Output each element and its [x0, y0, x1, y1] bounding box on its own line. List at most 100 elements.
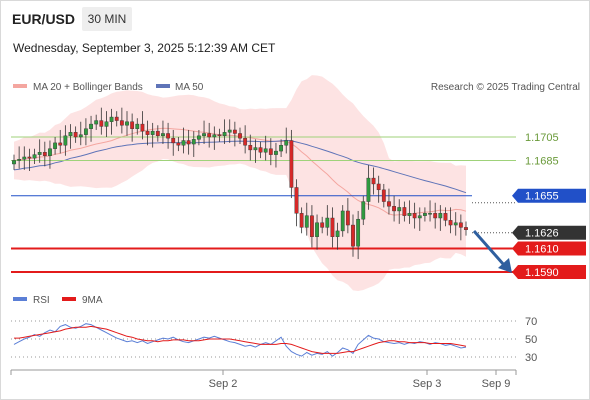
- ma20-legend-label: MA 20 + Bollinger Bands: [33, 82, 143, 93]
- credit-label: Research © 2025 Trading Central: [431, 82, 580, 93]
- candle-body: [42, 152, 47, 156]
- candle-body: [22, 156, 27, 160]
- candle-body: [207, 133, 212, 138]
- candle-body: [397, 207, 402, 212]
- candle-body: [109, 116, 114, 122]
- rsi-ma-legend-swatch: [62, 297, 76, 301]
- candle-body: [464, 227, 468, 230]
- level-label-1.1705: 1.1705: [525, 132, 559, 144]
- level-label-1.1626: 1.1626: [525, 228, 559, 240]
- rsi-tick-label: 30: [525, 352, 537, 364]
- candle-body: [294, 187, 299, 214]
- candle-body: [125, 121, 129, 126]
- bollinger-bands: [14, 75, 466, 291]
- candle-body: [458, 222, 463, 228]
- ma50-legend-label: MA 50: [175, 82, 204, 93]
- candle-body: [299, 213, 304, 228]
- candle-body: [238, 133, 242, 139]
- rsi-legend-label: RSI: [33, 295, 50, 306]
- candle-body: [315, 222, 319, 237]
- rsi-ma-line: [14, 325, 467, 354]
- candle-body: [48, 148, 52, 156]
- candle-body: [243, 137, 248, 146]
- candle-body: [258, 147, 263, 153]
- candle-body: [181, 140, 186, 146]
- price-levels: 1.1705 1.1685 1.1655 1.1626 1.1610 1.1590: [11, 132, 586, 279]
- candle-body: [89, 123, 93, 129]
- candle-body: [371, 177, 376, 185]
- datetime-label: Wednesday, September 3, 2025 5:12:39 AM …: [13, 41, 276, 55]
- pair-title: EUR/USD: [12, 11, 76, 27]
- candle-body: [17, 159, 22, 161]
- candle-body: [356, 218, 361, 247]
- candle-body: [438, 213, 443, 219]
- candle-body: [27, 156, 32, 159]
- ma20-legend-swatch: [13, 84, 27, 88]
- candle-body: [191, 139, 196, 145]
- candle-body: [453, 222, 458, 226]
- rsi-pane: 70 50 30: [11, 316, 537, 364]
- level-tag-1.1626: [512, 225, 586, 240]
- candle-body: [58, 142, 63, 146]
- candle-body: [78, 134, 83, 138]
- candle-body: [63, 135, 68, 146]
- candle-body: [37, 152, 42, 155]
- candle-body: [73, 132, 78, 138]
- candle-body: [330, 217, 335, 237]
- candle-body: [166, 133, 170, 139]
- candle-body: [68, 132, 73, 137]
- candle-body: [433, 213, 438, 219]
- candle-body: [279, 145, 283, 152]
- candle-body: [202, 133, 206, 137]
- candle-body: [443, 213, 448, 221]
- candle-body: [94, 120, 99, 125]
- rsi-line: [13, 323, 467, 357]
- ma50-legend-swatch: [156, 84, 170, 88]
- candle-body: [119, 120, 124, 126]
- rsi-tick-label: 50: [525, 334, 537, 346]
- candle-body: [361, 201, 366, 220]
- candle-body: [253, 147, 258, 151]
- level-tag-1.1610: [512, 241, 586, 256]
- candle-body: [32, 154, 37, 159]
- timeframe-badge[interactable]: 30 MIN: [82, 7, 132, 31]
- candle-body: [12, 160, 16, 165]
- candle-body: [84, 128, 88, 135]
- candle-body: [304, 215, 309, 228]
- candle-body: [53, 142, 57, 149]
- candle-body: [197, 135, 201, 140]
- candle-body: [340, 210, 345, 232]
- forecast-arrow: [472, 230, 512, 273]
- candle-body: [212, 134, 217, 138]
- candle-body: [114, 116, 119, 121]
- candle-body: [150, 130, 155, 135]
- candle-body: [381, 189, 386, 202]
- candle-body: [310, 215, 314, 237]
- candle-body: [325, 217, 330, 228]
- candle-body: [387, 201, 391, 207]
- candle-body: [155, 130, 160, 137]
- candle-body: [140, 123, 145, 132]
- candle-body: [274, 150, 278, 155]
- candle-body: [407, 213, 412, 216]
- candle-body: [232, 129, 237, 134]
- candle-body: [376, 183, 381, 191]
- arrow-head: [498, 258, 512, 273]
- level-tag-1.1655: [512, 188, 586, 203]
- candle-body: [263, 148, 268, 153]
- candle-body: [345, 210, 350, 226]
- arrow-shaft: [472, 230, 506, 266]
- candle-body: [171, 137, 176, 144]
- candle-body: [289, 140, 294, 188]
- candle-body: [320, 222, 325, 228]
- candlesticks: [12, 107, 468, 260]
- candle-body: [428, 213, 432, 215]
- candle-body: [217, 134, 222, 137]
- candle-body: [227, 129, 232, 133]
- level-label-1.1590: 1.1590: [525, 267, 559, 279]
- candle-body: [135, 123, 140, 129]
- candle-body: [248, 145, 253, 151]
- candle-body: [104, 121, 109, 127]
- candle-body: [351, 224, 355, 247]
- candle-body: [161, 133, 165, 137]
